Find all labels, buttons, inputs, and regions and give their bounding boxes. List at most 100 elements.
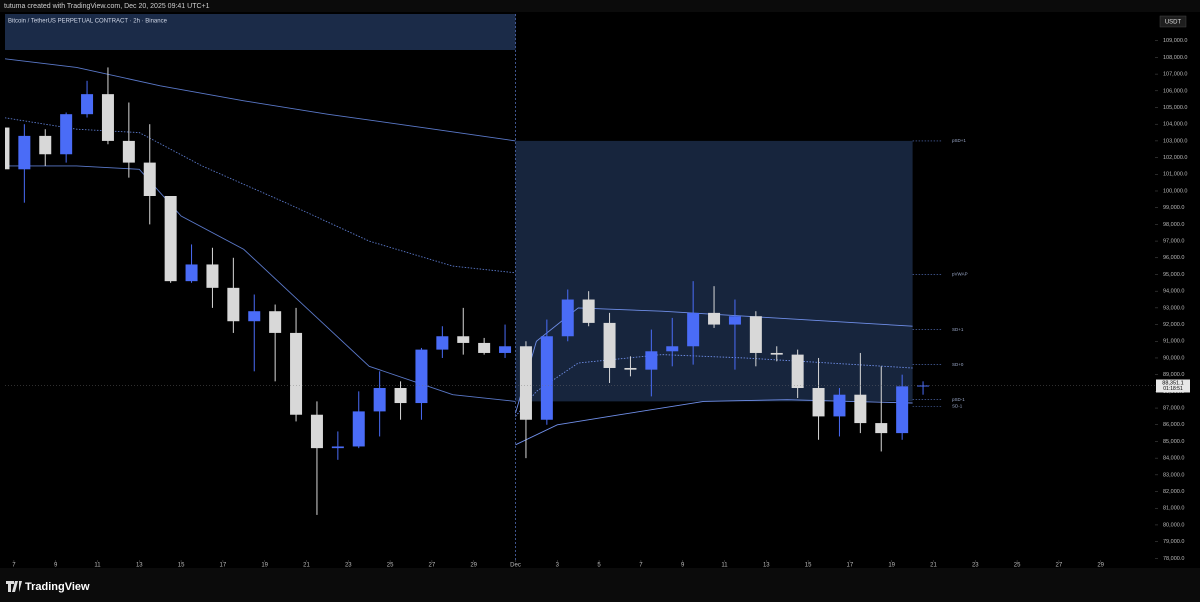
candle-body [687, 312, 700, 347]
candle-body [624, 367, 637, 370]
x-tick-label: 11 [94, 563, 101, 569]
candle-body [645, 351, 658, 370]
range-box [515, 140, 913, 402]
level-label: pVWAP [952, 272, 968, 277]
x-tick-label: 17 [847, 563, 854, 569]
y-tick-label: 106,000.0 [1163, 88, 1187, 94]
y-tick-label: 102,000.0 [1163, 155, 1187, 161]
candle-body [415, 349, 428, 404]
last-price-label: 88,351.1 [1162, 380, 1183, 386]
candle-body [896, 386, 909, 434]
candle-body [875, 423, 888, 434]
x-tick-label: 21 [930, 563, 937, 569]
x-tick-label: 3 [556, 563, 560, 569]
y-tick-label: 105,000.0 [1163, 105, 1187, 111]
y-tick-label: 87,000.0 [1163, 406, 1184, 412]
y-tick-label: 81,000.0 [1163, 506, 1184, 512]
x-tick-label: 29 [470, 563, 477, 569]
candle-body [373, 388, 386, 412]
x-tick-label: 13 [136, 563, 143, 569]
candle-body [290, 332, 303, 415]
y-tick-label: 90,000.0 [1163, 355, 1184, 361]
level-label: pSD-1 [952, 397, 965, 402]
x-tick-label: 13 [763, 563, 770, 569]
band-line [5, 117, 516, 274]
candle-body [478, 342, 491, 353]
candle-body [5, 127, 10, 170]
candle-body [917, 385, 930, 387]
candle-body [206, 264, 219, 288]
brand: TradingView [25, 581, 90, 593]
y-tick-label: 82,000.0 [1163, 489, 1184, 495]
candle-body [394, 388, 407, 404]
candle-body [812, 388, 825, 417]
y-tick-label: 101,000.0 [1163, 172, 1187, 178]
y-tick-label: 96,000.0 [1163, 255, 1184, 261]
credit: tutuma created with TradingView.com, Dec… [4, 3, 210, 10]
candle-body [269, 311, 282, 333]
y-tick-label: 95,000.0 [1163, 272, 1184, 278]
y-tick-label: 79,000.0 [1163, 539, 1184, 545]
y-tick-label: 83,000.0 [1163, 472, 1184, 478]
candle-body [60, 114, 73, 155]
y-tick-label: 85,000.0 [1163, 439, 1184, 445]
candle-body [519, 346, 532, 420]
last-price-tag [1156, 379, 1190, 393]
x-tick-label: 7 [639, 563, 643, 569]
candle-body [122, 140, 135, 163]
y-tick-label: 108,000.0 [1163, 55, 1187, 61]
candle-body [582, 299, 595, 323]
x-tick-label: 19 [888, 563, 895, 569]
candle-body [540, 336, 553, 420]
y-tick-label: 109,000.0 [1163, 38, 1187, 44]
candle-body [310, 414, 323, 449]
x-tick-label: 7 [12, 563, 16, 569]
candle-body [728, 316, 741, 325]
candle-body [457, 336, 470, 343]
chart-title: Bitcoin / TetherUS PERPETUAL CONTRACT · … [8, 19, 168, 25]
candle-body [666, 346, 679, 352]
candle-body [854, 394, 867, 424]
band-line [515, 307, 913, 414]
y-tick-label: 84,000.0 [1163, 456, 1184, 462]
candle-body [436, 336, 449, 350]
x-tick-label: 17 [220, 563, 227, 569]
candle-body [708, 312, 721, 325]
plot: pSD+1 pVWAP SD+1 SD+0 pSD-1 SD-1 [5, 14, 1155, 560]
footer [0, 568, 1200, 602]
candle-body [248, 311, 261, 322]
x-tick-label: Dec [510, 563, 521, 569]
candle-body [39, 135, 52, 155]
x-tick-label: 9 [54, 563, 58, 569]
band-line [515, 399, 913, 446]
currency: USDT [1165, 20, 1182, 26]
y-tick-label: 78,000.0 [1163, 556, 1184, 562]
candle-body [770, 352, 783, 355]
x-tick-label: 27 [429, 563, 436, 569]
candle-body [164, 196, 177, 282]
y-tick-label: 89,000.0 [1163, 372, 1184, 378]
candle-body [81, 94, 94, 115]
x-tick-label: 21 [303, 563, 310, 569]
x-tick-label: 25 [1014, 563, 1021, 569]
x-tick-label: 23 [345, 563, 352, 569]
y-tick-label: 93,000.0 [1163, 305, 1184, 311]
currency-box[interactable] [1159, 15, 1187, 28]
x-tick-label: 19 [261, 563, 268, 569]
level-label: pSD+1 [952, 138, 966, 143]
y-tick-label: 97,000.0 [1163, 239, 1184, 245]
candle-body [749, 316, 762, 353]
x-tick-label: 9 [681, 563, 685, 569]
candle-body [185, 264, 198, 282]
y-tick-label: 107,000.0 [1163, 72, 1187, 78]
candle-body [499, 346, 512, 353]
level-label: SD+1 [952, 327, 964, 332]
candle-body [18, 135, 31, 170]
x-tick-label: 5 [597, 563, 601, 569]
candle-body [143, 162, 156, 196]
y-tick-label: 104,000.0 [1163, 122, 1187, 128]
candle-body [227, 287, 240, 322]
level-label: SD+0 [952, 362, 964, 367]
x-tick-label: 23 [972, 563, 979, 569]
candle-body [561, 299, 574, 337]
